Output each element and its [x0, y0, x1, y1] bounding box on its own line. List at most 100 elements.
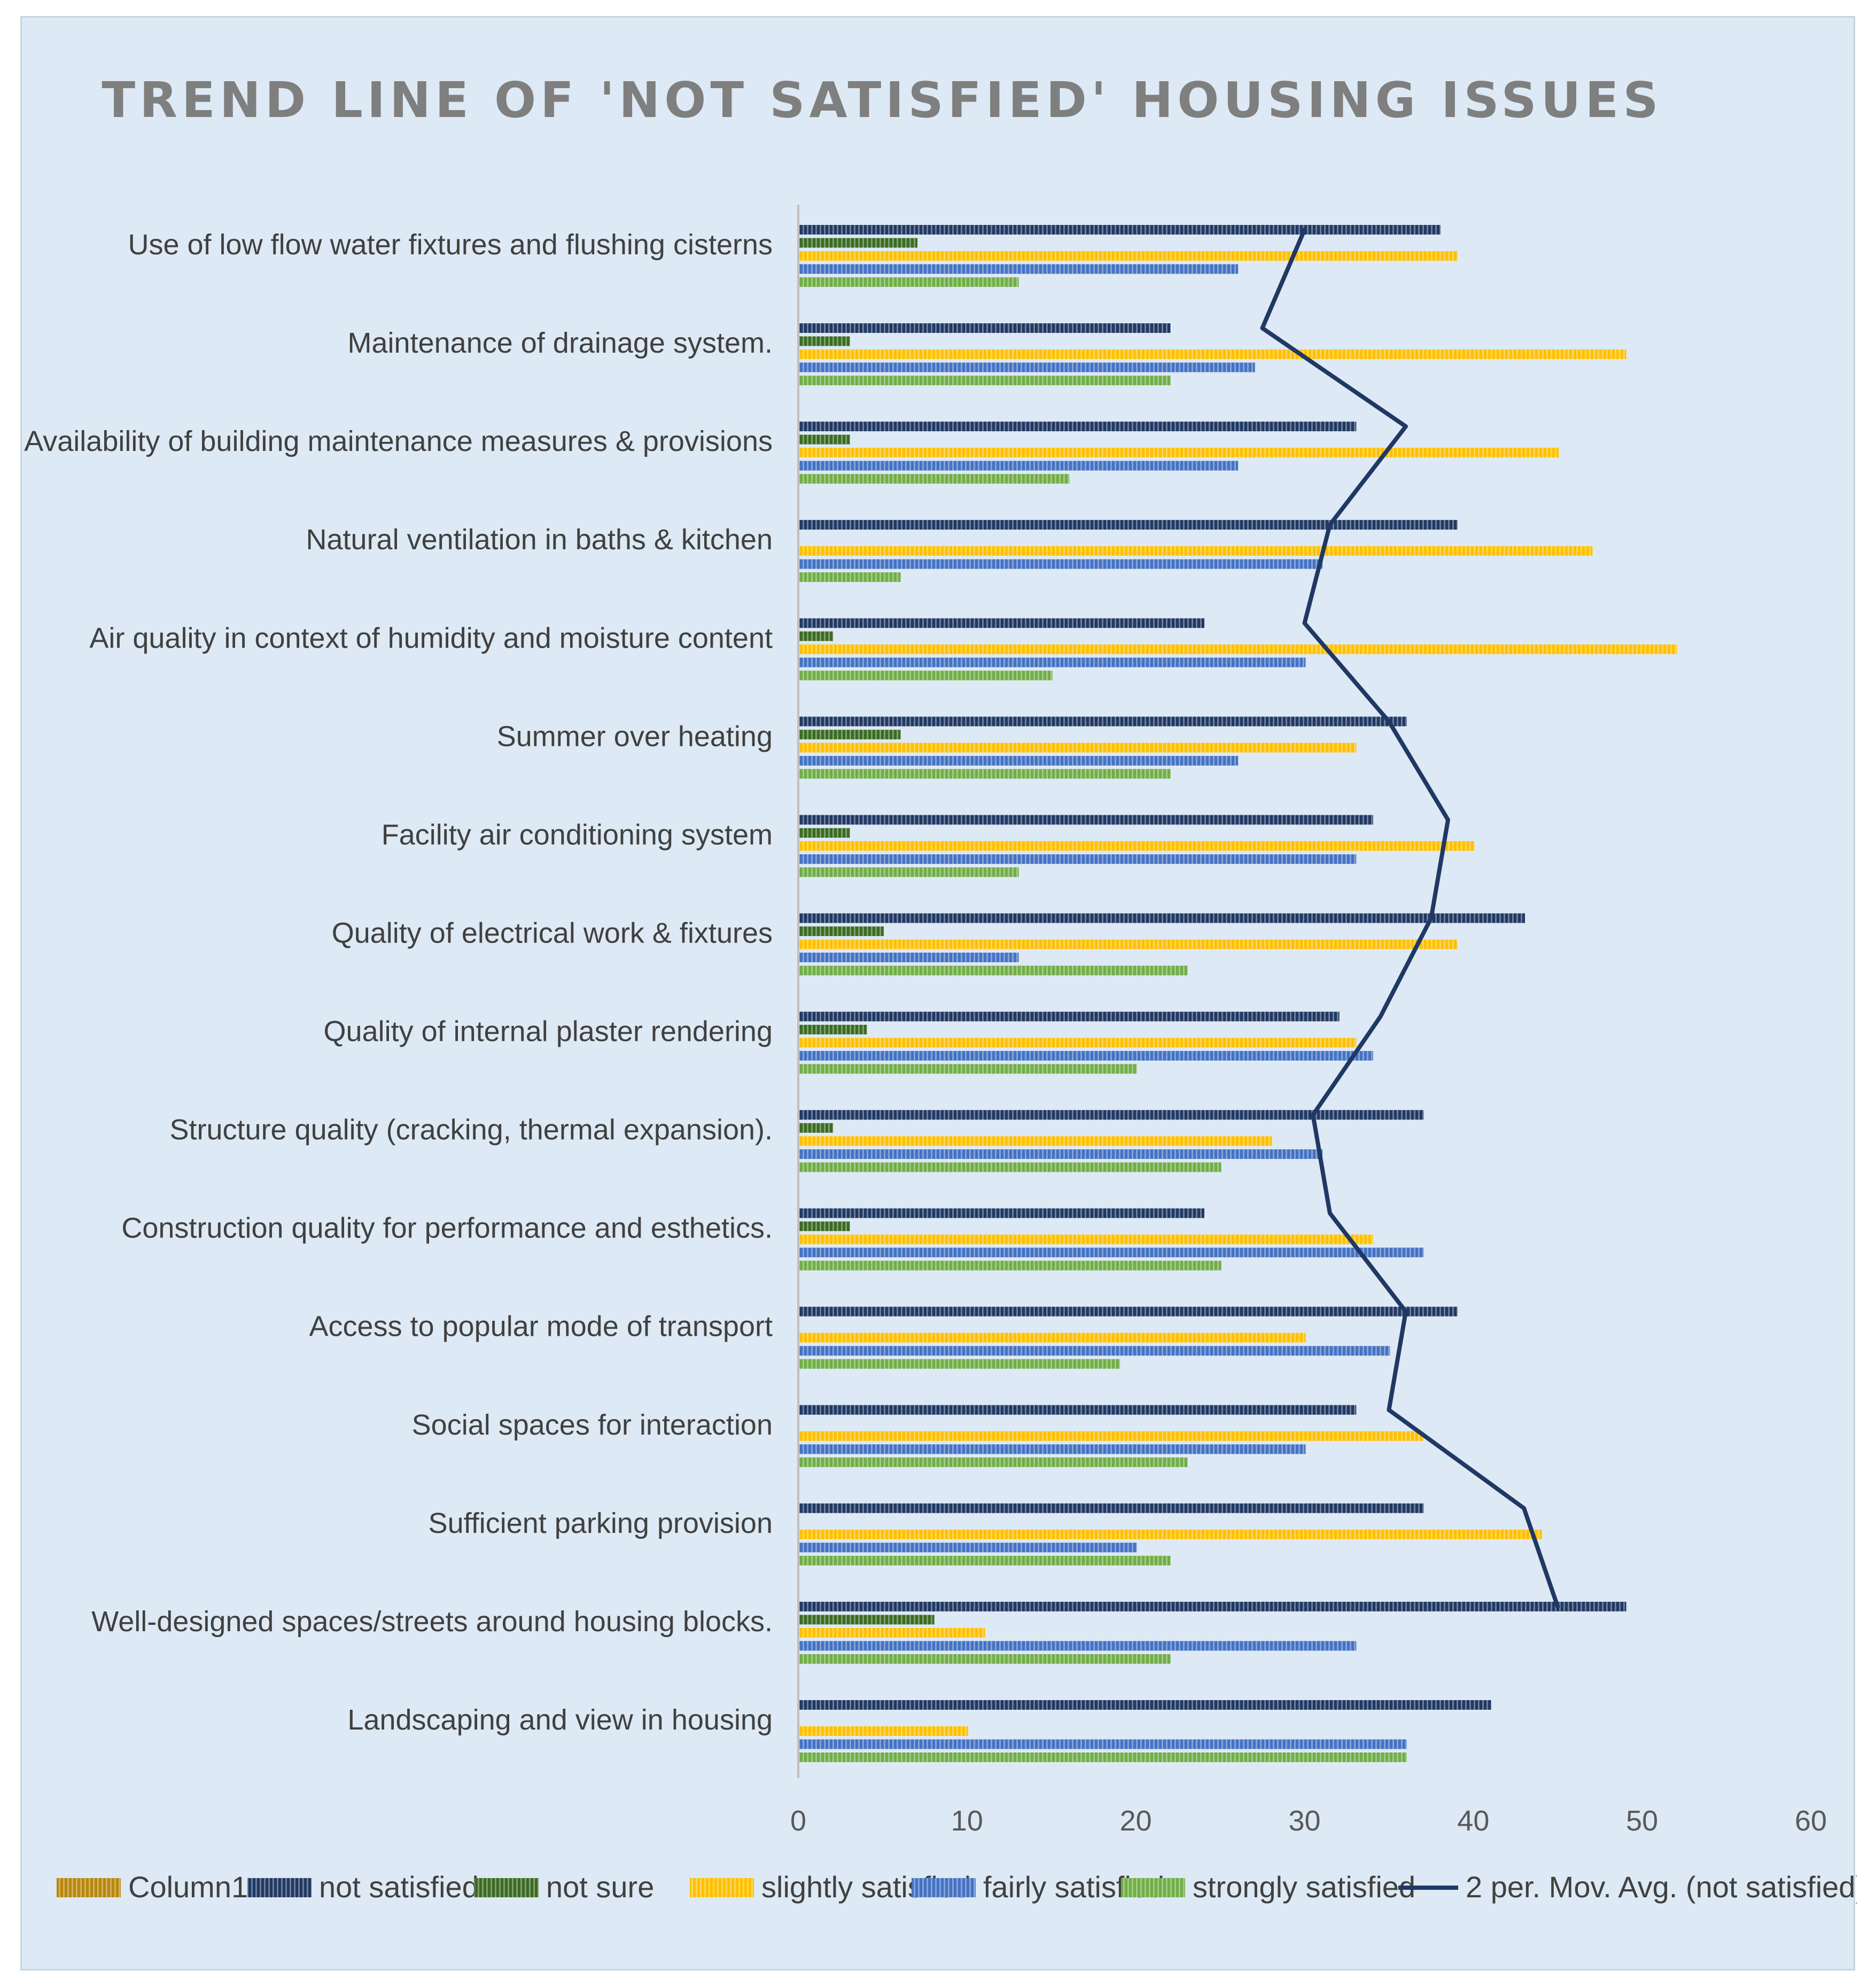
bar-strongly-satisfied-6 [799, 867, 1019, 877]
bar-slightly-satisfied-11 [799, 1333, 1306, 1343]
x-tick-label: 10 [951, 1805, 983, 1837]
trendline-layer [1260, 228, 1560, 1609]
category-label: Use of low flow water fixtures and flush… [128, 229, 773, 261]
category-label: Summer over heating [497, 720, 773, 752]
bar-fairly-satisfied-13 [799, 1543, 1137, 1553]
value-axis: 0 10 20 30 40 50 60 [790, 1805, 1827, 1837]
bar-fairly-satisfied-0 [799, 264, 1239, 274]
bar-slightly-satisfied-10 [799, 1234, 1373, 1244]
bar-strongly-satisfied-15 [799, 1752, 1407, 1762]
bar-slightly-satisfied-13 [799, 1529, 1542, 1539]
bar-strongly-satisfied-12 [799, 1457, 1188, 1467]
category-label: Quality of internal plaster rendering [324, 1016, 773, 1048]
bar-not-satisfied-5 [799, 716, 1407, 727]
category-label: Construction quality for performance and… [121, 1212, 773, 1244]
category-label: Natural ventilation in baths & kitchen [306, 524, 773, 556]
trendline [1260, 228, 1560, 1609]
bar-fairly-satisfied-1 [799, 362, 1255, 372]
bar-fairly-satisfied-6 [799, 854, 1357, 864]
bar-not-satisfied-8 [799, 1011, 1340, 1022]
category-label: Quality of electrical work & fixtures [332, 917, 773, 949]
legend-swatch [247, 1878, 312, 1897]
category-label: Availability of building maintenance mea… [24, 425, 773, 457]
category-label: Well-designed spaces/streets around hous… [91, 1606, 773, 1638]
x-tick-label: 0 [790, 1805, 806, 1837]
x-tick-label: 50 [1626, 1805, 1658, 1837]
category-label: Structure quality (cracking, thermal exp… [170, 1114, 773, 1146]
bar-fairly-satisfied-5 [799, 756, 1239, 766]
bar-strongly-satisfied-7 [799, 965, 1188, 976]
bar-fairly-satisfied-11 [799, 1346, 1390, 1356]
bar-not-sure-14 [799, 1615, 935, 1625]
category-label: Air quality in context of humidity and m… [89, 622, 773, 654]
category-label: Access to popular mode of transport [309, 1311, 773, 1343]
bar-not-sure-4 [799, 631, 834, 641]
bar-not-sure-6 [799, 828, 850, 838]
bar-slightly-satisfied-7 [799, 939, 1458, 949]
x-tick-label: 20 [1120, 1805, 1152, 1837]
bar-strongly-satisfied-11 [799, 1359, 1120, 1369]
category-label: Maintenance of drainage system. [348, 327, 773, 359]
bar-slightly-satisfied-2 [799, 448, 1559, 458]
bar-fairly-satisfied-7 [799, 952, 1019, 962]
bar-slightly-satisfied-8 [799, 1038, 1357, 1048]
bar-slightly-satisfied-12 [799, 1431, 1424, 1441]
bar-fairly-satisfied-15 [799, 1739, 1407, 1749]
x-tick-label: 30 [1288, 1805, 1320, 1837]
legend-swatch [57, 1878, 121, 1897]
bar-not-satisfied-15 [799, 1700, 1491, 1710]
bar-not-sure-1 [799, 336, 850, 346]
bar-not-satisfied-6 [799, 815, 1373, 825]
legend-swatch [690, 1878, 754, 1897]
category-label: Landscaping and view in housing [347, 1704, 773, 1736]
bar-strongly-satisfied-14 [799, 1654, 1171, 1664]
bar-fairly-satisfied-9 [799, 1149, 1323, 1159]
bar-not-sure-0 [799, 238, 918, 248]
bar-not-sure-5 [799, 729, 901, 739]
bar-fairly-satisfied-2 [799, 461, 1239, 471]
bar-strongly-satisfied-9 [799, 1162, 1221, 1172]
bar-not-sure-10 [799, 1221, 850, 1232]
legend-label: 2 per. Mov. Avg. (not satisfied) [1466, 1870, 1857, 1904]
x-tick-label: 40 [1457, 1805, 1489, 1837]
bar-fairly-satisfied-12 [799, 1444, 1306, 1454]
bar-fairly-satisfied-8 [799, 1051, 1373, 1061]
legend: Column1 not satisfied not sure slightly sat… [57, 1870, 1857, 1904]
bar-slightly-satisfied-1 [799, 349, 1626, 360]
category-label: Sufficient parking provision [429, 1507, 773, 1539]
chart: TREND LINE OF 'NOT SATISFIED' HOUSING IS… [24, 72, 1857, 1904]
bar-not-satisfied-2 [799, 422, 1357, 432]
bar-not-satisfied-10 [799, 1208, 1204, 1218]
bar-strongly-satisfied-2 [799, 474, 1070, 484]
bar-not-satisfied-1 [799, 323, 1171, 333]
category-axis: Use of low flow water fixtures and flush… [24, 229, 773, 1736]
bar-slightly-satisfied-3 [799, 546, 1593, 556]
chart-title: TREND LINE OF 'NOT SATISFIED' HOUSING IS… [102, 72, 1662, 129]
bar-slightly-satisfied-5 [799, 743, 1357, 753]
legend-label: not sure [546, 1870, 654, 1904]
bar-slightly-satisfied-14 [799, 1627, 985, 1638]
bar-slightly-satisfied-6 [799, 841, 1475, 851]
bar-not-satisfied-11 [799, 1306, 1458, 1317]
bar-fairly-satisfied-4 [799, 657, 1306, 667]
bar-slightly-satisfied-4 [799, 644, 1677, 655]
bar-not-satisfied-14 [799, 1601, 1626, 1611]
category-label: Social spaces for interaction [412, 1409, 773, 1441]
bar-not-satisfied-3 [799, 520, 1458, 530]
bar-strongly-satisfied-8 [799, 1064, 1137, 1074]
legend-swatch [474, 1878, 539, 1897]
bar-not-satisfied-7 [799, 913, 1525, 923]
bar-fairly-satisfied-3 [799, 559, 1323, 569]
bar-not-satisfied-13 [799, 1503, 1424, 1513]
bar-slightly-satisfied-9 [799, 1136, 1272, 1146]
category-label: Facility air conditioning system [382, 819, 773, 851]
bar-not-sure-2 [799, 434, 850, 445]
legend-label: Column1 [128, 1870, 248, 1904]
bar-not-sure-7 [799, 926, 884, 936]
x-tick-label: 60 [1795, 1805, 1827, 1837]
bar-fairly-satisfied-10 [799, 1248, 1424, 1258]
bar-not-sure-8 [799, 1025, 867, 1034]
bar-not-satisfied-9 [799, 1110, 1424, 1120]
bar-not-satisfied-0 [799, 225, 1441, 235]
bar-not-sure-9 [799, 1123, 834, 1133]
